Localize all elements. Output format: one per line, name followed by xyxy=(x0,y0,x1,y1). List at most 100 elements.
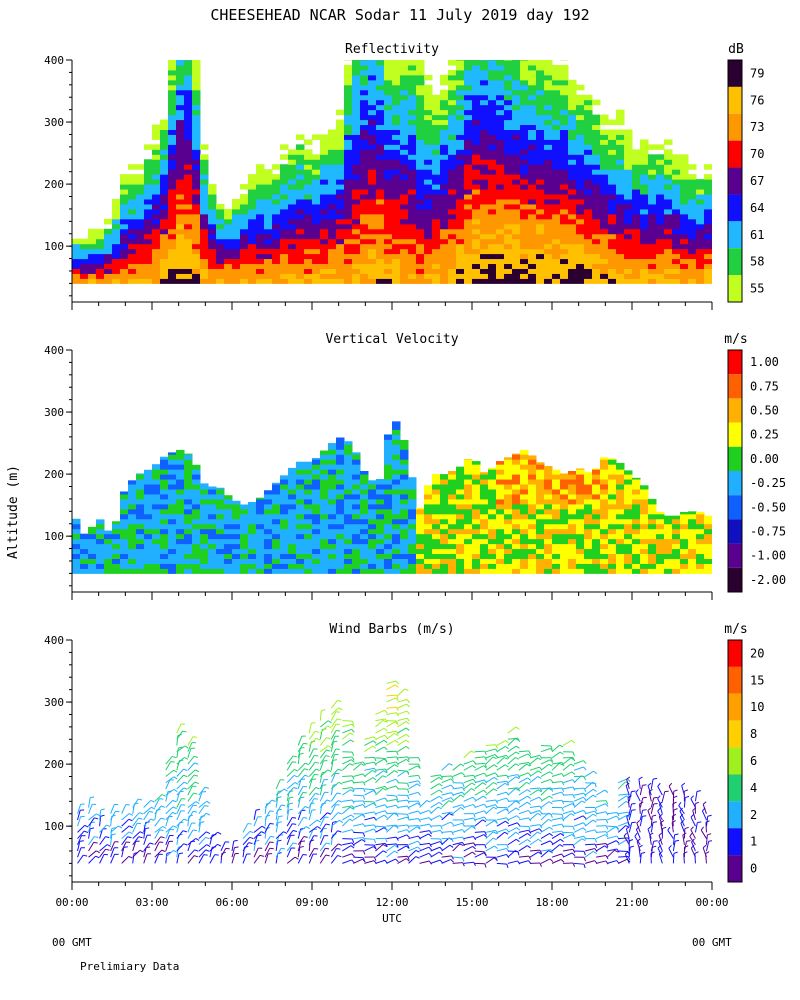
reflectivity-cell xyxy=(360,79,369,86)
reflectivity-cell xyxy=(640,243,649,250)
reflectivity-cell xyxy=(264,169,273,175)
velocity-cell xyxy=(656,563,665,569)
velocity-cell xyxy=(608,469,617,475)
velocity-cell xyxy=(136,558,145,564)
reflectivity-cell xyxy=(152,189,161,195)
velocity-cell xyxy=(456,518,465,525)
wind-barb-flag xyxy=(178,746,183,749)
reflectivity-cell xyxy=(592,179,601,185)
reflectivity-cell xyxy=(608,218,617,225)
reflectivity-cell xyxy=(544,169,553,175)
wind-barb-flag xyxy=(195,838,200,841)
reflectivity-cell xyxy=(648,198,657,205)
reflectivity-cell xyxy=(368,79,377,86)
velocity-cell xyxy=(120,548,129,555)
wind-barb xyxy=(253,855,261,864)
reflectivity-cell xyxy=(664,243,673,250)
reflectivity-cell xyxy=(704,228,712,235)
reflectivity-cell xyxy=(360,169,369,175)
reflectivity-cell xyxy=(360,84,369,91)
reflectivity-cell xyxy=(464,149,473,155)
reflectivity-cell xyxy=(448,154,457,160)
velocity-cell xyxy=(680,558,689,564)
velocity-cell xyxy=(464,459,473,460)
reflectivity-cell xyxy=(192,79,201,86)
reflectivity-cell xyxy=(664,258,673,265)
velocity-cell xyxy=(152,533,161,540)
reflectivity-cell xyxy=(192,248,201,255)
reflectivity-cell xyxy=(448,238,457,245)
reflectivity-cell xyxy=(504,64,513,71)
reflectivity-cell xyxy=(232,213,241,220)
reflectivity-cell xyxy=(184,189,193,195)
velocity-cell xyxy=(88,528,97,535)
reflectivity-cell xyxy=(248,223,257,230)
reflectivity-cell xyxy=(160,268,169,274)
reflectivity-cell xyxy=(536,263,545,269)
reflectivity-cell xyxy=(360,233,369,240)
reflectivity-cell xyxy=(464,258,473,265)
reflectivity-cell xyxy=(192,238,201,245)
reflectivity-cell xyxy=(496,208,505,215)
reflectivity-cell xyxy=(152,159,161,165)
velocity-cell xyxy=(472,469,481,475)
reflectivity-cell xyxy=(528,79,537,86)
velocity-cell xyxy=(376,493,385,500)
reflectivity-cell xyxy=(408,179,417,185)
velocity-cell xyxy=(96,568,105,574)
wind-barb xyxy=(242,853,248,864)
velocity-cell xyxy=(560,479,569,485)
velocity-cell xyxy=(256,553,265,559)
velocity-cell xyxy=(640,543,649,550)
reflectivity-cell xyxy=(704,273,712,279)
wind-barb xyxy=(308,779,313,790)
reflectivity-cell xyxy=(544,84,553,91)
velocity-cell xyxy=(608,484,617,490)
velocity-cell xyxy=(608,543,617,550)
velocity-cell xyxy=(504,484,513,490)
wind-barb-flag xyxy=(173,825,178,829)
reflectivity-cell xyxy=(496,278,505,284)
reflectivity-cell xyxy=(168,60,177,66)
wind-barb xyxy=(209,854,216,864)
reflectivity-cell xyxy=(440,149,449,155)
colorbar-label: 0.75 xyxy=(750,379,779,393)
reflectivity-cell xyxy=(552,208,561,215)
velocity-cell xyxy=(416,568,425,574)
velocity-cell xyxy=(464,488,473,495)
velocity-cell xyxy=(304,508,313,515)
reflectivity-cell xyxy=(408,164,417,170)
reflectivity-cell xyxy=(376,99,385,106)
velocity-cell xyxy=(424,513,433,520)
reflectivity-cell xyxy=(304,189,313,195)
reflectivity-cell xyxy=(152,198,161,205)
reflectivity-cell xyxy=(440,89,449,96)
velocity-cell xyxy=(536,533,545,540)
velocity-cell xyxy=(616,558,625,564)
reflectivity-cell xyxy=(184,79,193,86)
reflectivity-cell xyxy=(440,79,449,86)
wind-barb-flag xyxy=(148,810,154,813)
velocity-cell xyxy=(208,488,217,495)
velocity-cell xyxy=(288,533,297,540)
velocity-cell xyxy=(664,515,673,520)
reflectivity-cell xyxy=(480,144,489,150)
velocity-cell xyxy=(488,568,497,574)
velocity-cell xyxy=(576,533,585,540)
velocity-cell xyxy=(504,558,513,564)
reflectivity-cell xyxy=(488,154,497,160)
reflectivity-cell xyxy=(432,273,441,279)
reflectivity-cell xyxy=(496,253,505,260)
wind-barb xyxy=(121,847,125,858)
velocity-cell xyxy=(472,523,481,530)
reflectivity-cell xyxy=(536,84,545,91)
reflectivity-cell xyxy=(368,179,377,185)
reflectivity-cell xyxy=(248,184,257,190)
velocity-cell xyxy=(520,459,529,465)
reflectivity-cell xyxy=(544,109,553,116)
reflectivity-cell xyxy=(488,189,497,195)
velocity-cell xyxy=(296,553,305,559)
reflectivity-cell xyxy=(376,64,385,71)
velocity-cell xyxy=(552,548,561,555)
reflectivity-cell xyxy=(280,184,289,190)
